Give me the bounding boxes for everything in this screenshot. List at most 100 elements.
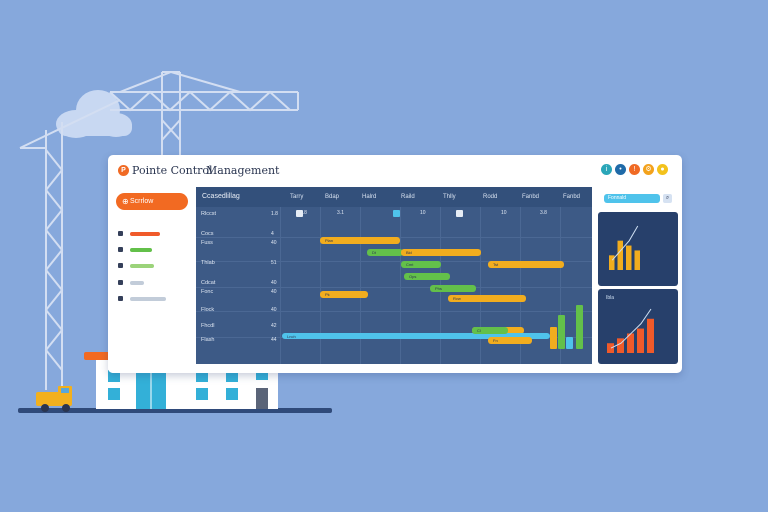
sidebar-item-5[interactable] [118,295,188,305]
chart-trend-line [611,225,639,261]
grid-line [196,261,592,262]
day-cell: 3.8 [540,210,547,216]
grid-line [480,207,481,364]
sidebar-item-bar [130,248,152,252]
gantt-header: Ccasedlillag Tarry Bdap Halrd Raild Thlly Rod… [196,187,592,207]
month-label: Thlly [443,194,456,200]
grid-line [520,207,521,364]
gantt-row-label: Fonc [201,289,214,295]
gantt-row-number: 40 [271,307,277,313]
chart-bar [634,250,640,270]
search-icon[interactable]: ⌕ [663,194,672,203]
chart-bar [627,333,634,353]
day-cell: 3.8 [300,210,307,216]
gantt-row-label: Flock [201,307,215,313]
status-chip-icon [393,210,400,217]
search-input[interactable]: Fonnald [604,194,660,203]
info-icon[interactable]: i [601,164,612,175]
gantt-task-label: Phs [435,286,442,291]
gantt-task-bar[interactable]: Cmt [401,261,441,268]
list-icon [118,247,123,252]
gantt-task-bar[interactable]: Bld [401,249,481,256]
gantt-task-bar[interactable]: Ops [404,273,450,280]
gantt-task-bar[interactable]: Tst [488,261,564,268]
progress-bar [558,315,565,349]
sidebar-item-2[interactable] [118,246,188,256]
month-label: Tarry [290,194,304,200]
gantt-row-number: 40 [271,289,277,295]
profile-icon[interactable]: ● [657,164,668,175]
day-cell: 3.1 [337,210,344,216]
gantt-row-label: Fuss [201,240,213,246]
gantt-row-number: 4 [271,231,274,237]
settings-icon[interactable]: ⚙ [643,164,654,175]
gantt-task-bar[interactable]: Fn [488,337,532,344]
day-cell: 10 [501,210,507,216]
gantt-row-label: Cdcat [201,280,216,286]
status-chip-icon [296,210,303,217]
plus-icon: ⊕ [122,197,129,206]
cloud-icon [56,90,132,138]
gantt-task-bar[interactable]: Phs [430,285,476,292]
sidebar-item-bar [130,232,160,236]
sidebar-item-bar [130,297,166,301]
gantt-task-bar[interactable]: Dt [367,249,403,256]
gantt-column-title: Ccasedlillag [202,193,240,200]
gantt-task-label: Bld [406,250,412,255]
progress-bar [566,337,573,349]
gantt-row-number: 42 [271,323,277,329]
gantt-task-bar[interactable]: Plan [320,237,400,244]
month-label: Raild [401,194,415,200]
sidebar-item-3[interactable] [118,262,188,272]
gantt-task-bar[interactable]: Rvw [448,295,526,302]
grid-line [320,207,321,364]
sidebar-item-bar [130,281,144,285]
sidebar: ⊕ Scrrlow [108,187,196,373]
chart-bar [617,240,623,270]
gantt-task-label: Fn [493,338,498,343]
sidebar-item-1[interactable] [118,230,188,240]
chart-bar [617,338,624,353]
mini-bar-chart-1 [609,225,640,270]
gantt-task-label: Ops [409,274,417,279]
gantt-row-label: Rlccst [201,211,216,217]
progress-bar [576,305,583,349]
chart-bar [647,318,654,353]
app-title: Pointe Control [132,164,213,177]
grid-line [196,311,592,312]
gantt-task-label: Lnch [287,334,296,339]
progress-bar [550,327,557,349]
app-subtitle: Management [206,164,280,177]
month-label: Halrd [362,194,377,200]
sidebar-item-4[interactable] [118,279,188,289]
grid-line [400,207,401,364]
title-bar: P Pointe Control Management i •! ⚙ ● [108,155,682,187]
alert-icon[interactable]: ! [629,164,640,175]
ground-line [18,408,332,413]
new-project-label: Scrrlow [130,198,154,205]
month-label: Bdap [325,194,340,200]
crane-icon [19,71,299,390]
top-toolbar-icons: i •! ⚙ ● [601,164,668,175]
month-label: Fanbd [522,194,540,200]
gantt-task-label: Pk [325,292,330,297]
gantt-task-label: Plan [325,238,334,243]
month-label: Fanbd [563,194,581,200]
gantt-task-bar[interactable]: Cl [472,327,508,334]
gantt-row-number: 51 [271,260,277,266]
gantt-task-label: Rvw [453,296,461,301]
gantt-row-number: 44 [271,337,277,343]
gantt-task-bar[interactable]: Pk [320,291,368,298]
new-project-button[interactable]: ⊕ Scrrlow [116,193,188,210]
gantt-chart: Ccasedlillag Tarry Bdap Halrd Raild Thlly Rod… [196,187,592,364]
gantt-task-bar[interactable]: Lnch [282,333,550,339]
chart-bar [637,328,644,353]
eye-icon[interactable]: • [615,164,626,175]
gantt-row-label: Fhcdl [201,323,215,329]
chart-bar [626,245,632,270]
mini-bar-chart-2 [607,308,654,353]
stats-panel-top [598,212,678,286]
gantt-task-label: Dt [372,250,376,255]
list-icon [118,296,123,301]
